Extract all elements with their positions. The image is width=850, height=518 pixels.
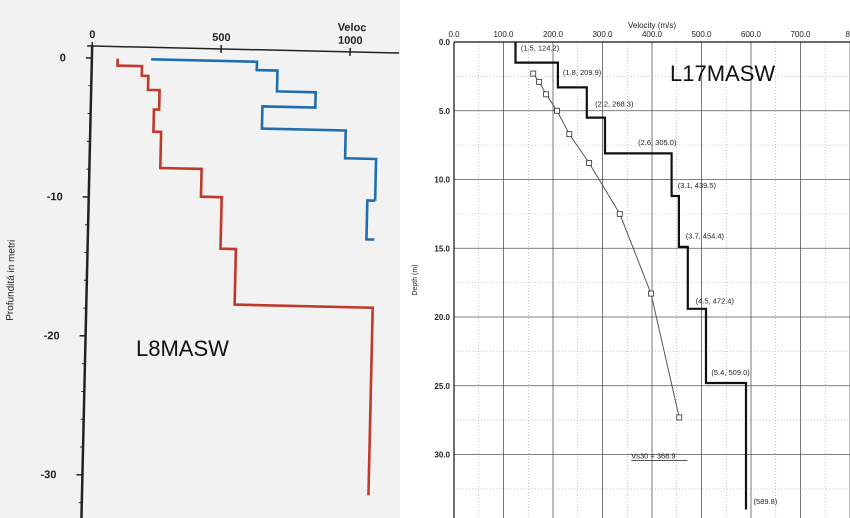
l17-dispersion-point — [554, 107, 560, 114]
l17-annotation: (3.1, 439.5) — [678, 181, 717, 190]
l17-annotation: (2.2, 268.3) — [595, 100, 634, 109]
l17-dispersion-point — [543, 91, 550, 98]
l17-x-tick-label: 100.0 — [493, 30, 514, 39]
l17-y-axis-label: Depth (m) — [412, 264, 419, 295]
l17-y-tick-label: 25.0 — [434, 382, 450, 391]
l17-dispersion-curve — [532, 73, 680, 418]
l8-x-axis-label: Veloc — [338, 22, 367, 35]
l8-x-tick-label: 0 — [89, 29, 95, 41]
l8-y-axis-line — [80, 45, 94, 518]
l8masw-panel: 0 500 1000 Veloc 0 -10 -20 -30 Profunditá in met… — [0, 0, 400, 518]
l8-profile-line-2 — [365, 199, 376, 241]
l17masw-label: L17MASW — [670, 61, 775, 86]
l17-annotation: (5.4, 509.0) — [711, 368, 750, 377]
l17masw-panel: 0.0 100.0 200.0 300.0 400.0 500.0 600.0 700.0 80… — [400, 0, 850, 518]
l8-x-tick-label: 500 — [212, 32, 231, 44]
l17-x-axis-label: Velocity (m/s) — [628, 21, 676, 30]
l17-y-tick-label: 15.0 — [434, 244, 450, 253]
l17-x-tick-label: 200.0 — [543, 30, 564, 39]
l8-y-tick-label: -20 — [44, 330, 60, 342]
l17-annotation: (3.7, 454.4) — [686, 232, 725, 241]
l17-annotation: (1.8, 209.9) — [563, 68, 602, 77]
l17-y-tick-label: 10.0 — [434, 176, 450, 185]
l17-annotation: (2.6, 305.0) — [638, 138, 677, 147]
l17-x-tick-label: 700.0 — [790, 30, 811, 39]
l17-x-tick-label: 600.0 — [741, 30, 762, 39]
l8-x-tick-label: 1000 — [338, 35, 363, 48]
l17-annotation: Vs30 = 368.9 — [631, 452, 675, 461]
l8masw-label: L8MASW — [136, 336, 229, 361]
l17-y-tick-label: 5.0 — [439, 107, 451, 116]
l17-dispersion-point — [586, 160, 593, 166]
l8-y-tick-label: -30 — [40, 469, 56, 481]
l8-y-axis-label: Profunditá in metri — [5, 240, 18, 321]
l17-x-tick-label: 500.0 — [691, 30, 712, 39]
l17-y-tick-label: 20.0 — [434, 313, 450, 322]
l17-vs-step-profile — [514, 42, 748, 510]
l17-dispersion-point — [536, 78, 543, 85]
l17-dispersion-point — [566, 131, 573, 138]
l17-annotation: (4.5, 472.4) — [696, 296, 735, 305]
l17-x-tick-label: 0.0 — [448, 30, 460, 39]
l17-dispersion-point — [676, 414, 683, 421]
l8-profile-line-1 — [151, 58, 378, 201]
l8-profile-line-0 — [116, 58, 375, 496]
l17-dispersion-point — [616, 210, 623, 217]
l17-dispersion-point — [530, 70, 537, 77]
l8-y-tick-label: -10 — [47, 191, 63, 203]
l17-annotation: (1.5, 124.2) — [521, 43, 560, 52]
l17-x-tick-label: 300.0 — [592, 30, 613, 39]
l17-annotation: (589.8) — [754, 497, 778, 506]
l8-x-axis-line — [87, 45, 400, 54]
l17-dispersion-point — [648, 290, 654, 297]
l8-y-tick-label: 0 — [60, 52, 66, 64]
l17masw-chart: 0.0 100.0 200.0 300.0 400.0 500.0 600.0 700.0 80… — [412, 21, 850, 518]
l17-x-tick-label: 400.0 — [642, 30, 663, 39]
l17-x-tick-label: 80 — [846, 30, 850, 39]
l17-y-tick-label: 30.0 — [434, 451, 450, 460]
l17-y-tick-label: 0.0 — [439, 38, 451, 47]
